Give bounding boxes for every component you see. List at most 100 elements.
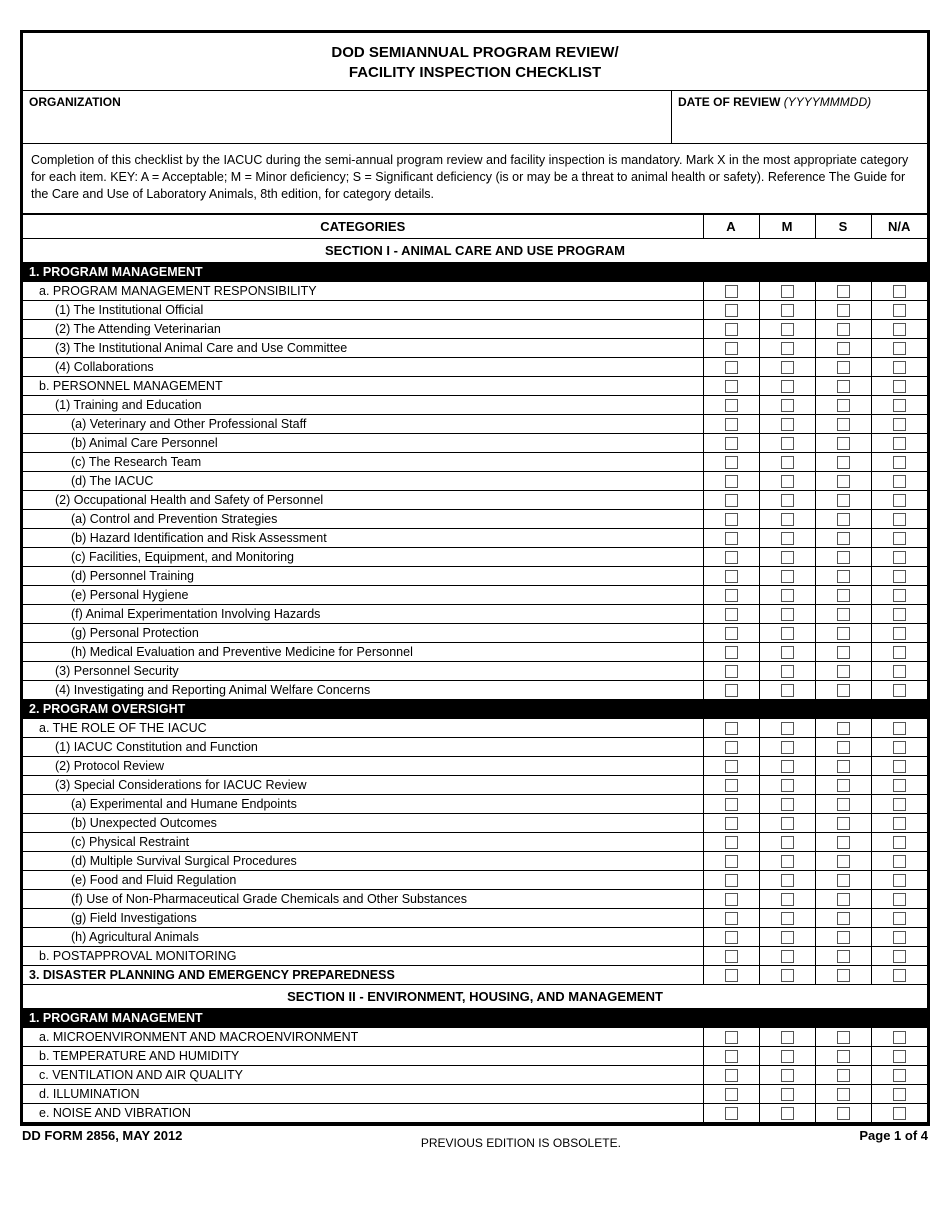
checkbox[interactable]: [725, 874, 738, 887]
checkbox[interactable]: [781, 760, 794, 773]
checkbox[interactable]: [837, 760, 850, 773]
checkbox[interactable]: [893, 399, 906, 412]
checkbox[interactable]: [781, 1069, 794, 1082]
checkbox[interactable]: [781, 1050, 794, 1063]
checkbox[interactable]: [725, 418, 738, 431]
checkbox[interactable]: [725, 1031, 738, 1044]
checkbox[interactable]: [837, 570, 850, 583]
checkbox[interactable]: [781, 1088, 794, 1101]
checkbox[interactable]: [893, 646, 906, 659]
checkbox[interactable]: [725, 1088, 738, 1101]
checkbox[interactable]: [893, 475, 906, 488]
organization-field[interactable]: ORGANIZATION: [23, 91, 672, 143]
checkbox[interactable]: [837, 1088, 850, 1101]
checkbox[interactable]: [781, 741, 794, 754]
checkbox[interactable]: [837, 931, 850, 944]
checkbox[interactable]: [725, 513, 738, 526]
checkbox[interactable]: [837, 475, 850, 488]
checkbox[interactable]: [893, 798, 906, 811]
checkbox[interactable]: [781, 722, 794, 735]
checkbox[interactable]: [725, 665, 738, 678]
checkbox[interactable]: [837, 1107, 850, 1120]
checkbox[interactable]: [837, 627, 850, 640]
checkbox[interactable]: [837, 456, 850, 469]
checkbox[interactable]: [893, 1050, 906, 1063]
checkbox[interactable]: [781, 950, 794, 963]
checkbox[interactable]: [893, 608, 906, 621]
checkbox[interactable]: [893, 304, 906, 317]
checkbox[interactable]: [725, 855, 738, 868]
checkbox[interactable]: [893, 589, 906, 602]
checkbox[interactable]: [893, 1069, 906, 1082]
checkbox[interactable]: [893, 912, 906, 925]
checkbox[interactable]: [893, 741, 906, 754]
checkbox[interactable]: [893, 722, 906, 735]
checkbox[interactable]: [725, 779, 738, 792]
checkbox[interactable]: [781, 551, 794, 564]
checkbox[interactable]: [781, 456, 794, 469]
checkbox[interactable]: [837, 969, 850, 982]
checkbox[interactable]: [893, 494, 906, 507]
checkbox[interactable]: [781, 646, 794, 659]
date-of-review-field[interactable]: DATE OF REVIEW (YYYYMMMDD): [672, 91, 927, 143]
checkbox[interactable]: [837, 665, 850, 678]
checkbox[interactable]: [725, 1050, 738, 1063]
checkbox[interactable]: [837, 532, 850, 545]
checkbox[interactable]: [837, 361, 850, 374]
checkbox[interactable]: [725, 893, 738, 906]
checkbox[interactable]: [893, 969, 906, 982]
checkbox[interactable]: [837, 874, 850, 887]
checkbox[interactable]: [893, 342, 906, 355]
checkbox[interactable]: [893, 456, 906, 469]
checkbox[interactable]: [781, 532, 794, 545]
checkbox[interactable]: [781, 684, 794, 697]
checkbox[interactable]: [893, 665, 906, 678]
checkbox[interactable]: [725, 456, 738, 469]
checkbox[interactable]: [781, 969, 794, 982]
checkbox[interactable]: [893, 684, 906, 697]
checkbox[interactable]: [893, 285, 906, 298]
checkbox[interactable]: [893, 323, 906, 336]
checkbox[interactable]: [893, 1088, 906, 1101]
checkbox[interactable]: [725, 532, 738, 545]
checkbox[interactable]: [781, 494, 794, 507]
checkbox[interactable]: [725, 1069, 738, 1082]
checkbox[interactable]: [781, 836, 794, 849]
checkbox[interactable]: [781, 665, 794, 678]
checkbox[interactable]: [781, 399, 794, 412]
checkbox[interactable]: [837, 1031, 850, 1044]
checkbox[interactable]: [725, 627, 738, 640]
checkbox[interactable]: [725, 931, 738, 944]
checkbox[interactable]: [837, 380, 850, 393]
checkbox[interactable]: [725, 437, 738, 450]
checkbox[interactable]: [893, 893, 906, 906]
checkbox[interactable]: [781, 513, 794, 526]
checkbox[interactable]: [837, 437, 850, 450]
checkbox[interactable]: [893, 513, 906, 526]
checkbox[interactable]: [781, 380, 794, 393]
checkbox[interactable]: [725, 950, 738, 963]
checkbox[interactable]: [725, 969, 738, 982]
checkbox[interactable]: [893, 437, 906, 450]
checkbox[interactable]: [725, 361, 738, 374]
checkbox[interactable]: [893, 931, 906, 944]
checkbox[interactable]: [893, 817, 906, 830]
checkbox[interactable]: [893, 570, 906, 583]
checkbox[interactable]: [725, 475, 738, 488]
checkbox[interactable]: [781, 304, 794, 317]
checkbox[interactable]: [893, 874, 906, 887]
checkbox[interactable]: [781, 342, 794, 355]
checkbox[interactable]: [837, 285, 850, 298]
checkbox[interactable]: [725, 494, 738, 507]
checkbox[interactable]: [725, 399, 738, 412]
checkbox[interactable]: [725, 570, 738, 583]
checkbox[interactable]: [781, 817, 794, 830]
checkbox[interactable]: [781, 931, 794, 944]
checkbox[interactable]: [725, 817, 738, 830]
checkbox[interactable]: [893, 950, 906, 963]
checkbox[interactable]: [837, 817, 850, 830]
checkbox[interactable]: [781, 418, 794, 431]
checkbox[interactable]: [781, 855, 794, 868]
checkbox[interactable]: [893, 836, 906, 849]
checkbox[interactable]: [837, 589, 850, 602]
